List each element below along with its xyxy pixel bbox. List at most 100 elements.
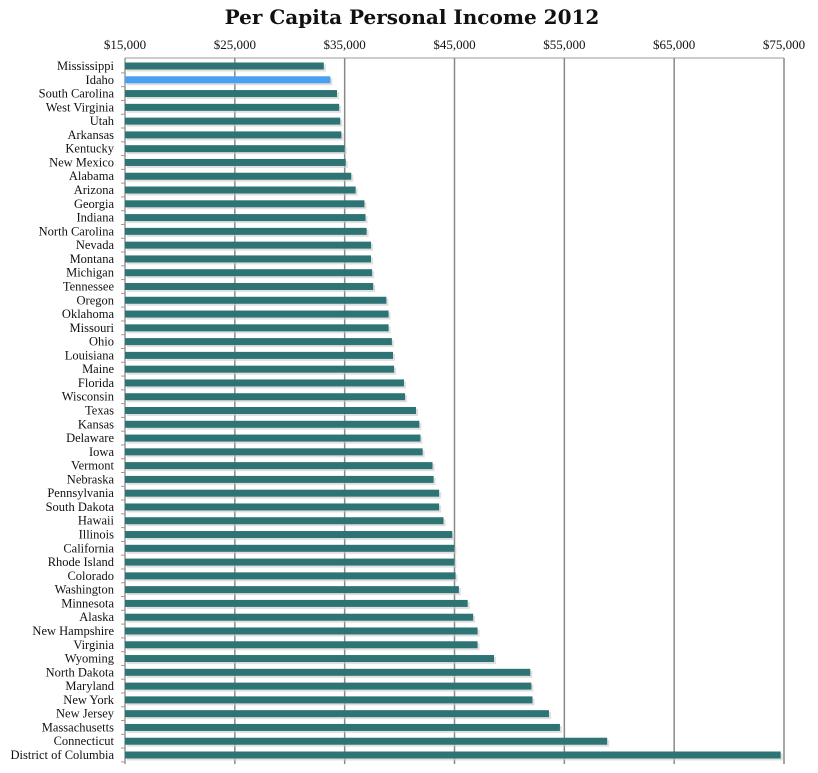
bar <box>125 517 444 525</box>
bar <box>125 627 478 635</box>
category-label: Ohio <box>89 335 114 349</box>
category-label: Florida <box>78 376 115 390</box>
bar <box>125 723 560 731</box>
category-label: Wisconsin <box>62 390 115 404</box>
category-label: Kentucky <box>65 142 114 156</box>
category-label: Michigan <box>66 266 115 280</box>
category-label: New Mexico <box>49 155 114 169</box>
category-label: Utah <box>90 114 115 128</box>
category-label: Alaska <box>79 610 114 624</box>
x-tick-label: $35,000 <box>324 37 366 52</box>
bar <box>125 338 392 346</box>
category-label: South Dakota <box>46 500 115 514</box>
category-label: Wyoming <box>65 652 115 666</box>
bar <box>125 393 406 401</box>
category-label: South Carolina <box>39 87 115 101</box>
category-label: Idaho <box>86 73 114 87</box>
category-label: Missouri <box>70 321 115 335</box>
category-label: Iowa <box>89 445 114 459</box>
bar <box>125 296 387 304</box>
bar <box>125 420 420 428</box>
category-label: Vermont <box>71 459 115 473</box>
category-label: New York <box>63 693 114 707</box>
bar <box>125 696 533 704</box>
bar <box>125 599 468 607</box>
x-tick-label: $75,000 <box>763 37 805 52</box>
bar <box>125 255 372 263</box>
bar <box>125 145 345 153</box>
category-label: Indiana <box>77 211 115 225</box>
category-label: Arizona <box>74 183 115 197</box>
category-label: Maine <box>82 362 114 376</box>
bar <box>125 117 341 125</box>
category-label: Nevada <box>76 238 115 252</box>
category-label: Montana <box>70 252 115 266</box>
bar <box>125 572 456 580</box>
category-label: Mississippi <box>57 59 114 73</box>
bar <box>125 379 404 387</box>
category-label: California <box>63 541 114 555</box>
bar <box>125 131 342 139</box>
bars <box>125 62 783 761</box>
category-label: Massachusetts <box>42 720 114 734</box>
x-axis-ticks: $15,000 $25,000 $35,000 $45,000 $55,000 $65,0… <box>104 37 805 52</box>
bar <box>125 62 324 70</box>
bar <box>125 655 495 663</box>
bar <box>125 586 459 594</box>
category-label: Kansas <box>78 417 114 431</box>
category-label: Louisiana <box>65 348 115 362</box>
category-label: Maryland <box>65 679 114 693</box>
bar <box>125 462 433 470</box>
bar <box>125 737 608 745</box>
chart-title: Per Capita Personal Income 2012 <box>225 5 600 29</box>
bar <box>125 310 389 318</box>
category-label: Pennsylvania <box>47 486 114 500</box>
bar <box>125 558 455 566</box>
category-label: Arkansas <box>67 128 114 142</box>
bar <box>125 365 395 373</box>
bar <box>125 324 389 332</box>
bar <box>125 682 532 690</box>
bar <box>125 200 365 208</box>
bar <box>125 76 331 84</box>
bar <box>125 282 374 290</box>
bar <box>125 241 372 249</box>
category-label: Nebraska <box>67 472 115 486</box>
category-label: Connecticut <box>54 734 115 748</box>
bar <box>125 158 346 166</box>
category-label: Minnesota <box>61 596 114 610</box>
category-label: Rhode Island <box>48 555 115 569</box>
category-label: Hawaii <box>78 514 115 528</box>
category-label: West Virginia <box>46 100 115 114</box>
category-label: Texas <box>85 404 114 418</box>
bar <box>125 269 373 277</box>
bar <box>125 90 337 98</box>
category-label: District of Columbia <box>11 748 115 762</box>
bar <box>125 503 440 511</box>
category-label: Oklahoma <box>62 307 115 321</box>
x-tick-label: $65,000 <box>653 37 695 52</box>
bar <box>125 186 356 194</box>
category-label: New Jersey <box>56 707 115 721</box>
bar <box>125 489 440 497</box>
category-label: Illinois <box>79 528 115 542</box>
category-label: North Dakota <box>46 665 115 679</box>
bar <box>125 407 417 414</box>
category-label: Colorado <box>67 569 114 583</box>
bar <box>125 172 352 180</box>
category-label: New Hampshire <box>32 624 114 638</box>
bar <box>125 434 421 442</box>
x-tick-label: $15,000 <box>104 37 146 52</box>
bar <box>125 448 423 456</box>
category-label: Georgia <box>74 197 114 211</box>
bar <box>125 214 366 222</box>
category-label: Oregon <box>77 293 115 307</box>
bar <box>125 641 478 649</box>
bar <box>125 531 453 539</box>
category-label: Virginia <box>73 638 114 652</box>
bar <box>125 351 393 359</box>
bar <box>125 103 340 111</box>
category-label: Alabama <box>69 169 115 183</box>
bar <box>125 613 474 621</box>
